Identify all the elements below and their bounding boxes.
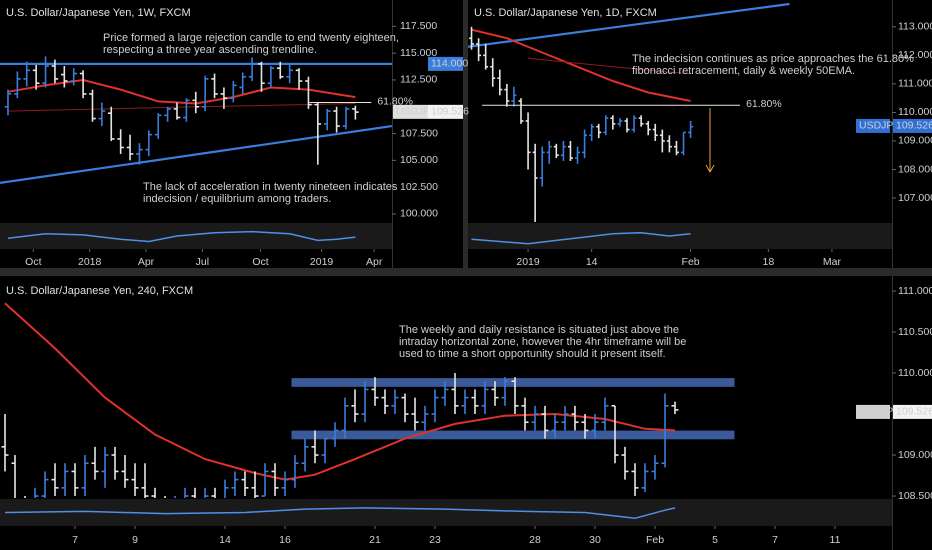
annotation: Price formed a large rejection candle to… <box>103 32 399 44</box>
annotation: respecting a three year ascending trendl… <box>103 44 317 56</box>
annotation: The weekly and daily resistance is situa… <box>399 324 679 336</box>
y-tick-label: 113.000 <box>898 21 932 33</box>
x-tick-label: 28 <box>529 534 541 546</box>
ema-line <box>528 57 691 75</box>
y-tick-label: 108.500 <box>898 490 932 502</box>
x-tick-label: 11 <box>830 534 841 546</box>
y-tick-label: 102.500 <box>400 181 438 193</box>
price-pane <box>1 302 735 498</box>
y-tick-label: 109.000 <box>898 449 932 461</box>
ema-line <box>471 28 691 102</box>
x-tick-label: Apr <box>366 256 383 268</box>
y-tick-label: 107.500 <box>400 127 438 139</box>
x-tick-label: 2018 <box>78 256 102 268</box>
ema-line <box>4 302 676 481</box>
chart-title: U.S. Dollar/Japanese Yen, 1W, FXCM <box>6 7 191 19</box>
x-tick-label: 7 <box>772 534 778 546</box>
x-tick-label: 16 <box>279 534 291 546</box>
x-tick-label: 23 <box>429 534 441 546</box>
x-tick-label: 7 <box>72 534 78 546</box>
oscillator-pane <box>0 223 392 249</box>
panel-divider <box>463 0 468 270</box>
x-tick-label: 14 <box>219 534 231 546</box>
y-tick-label: 111.000 <box>898 78 932 90</box>
zone <box>291 430 735 440</box>
x-tick-label: 21 <box>369 534 381 546</box>
axis-price-box <box>428 56 463 71</box>
annotation: The lack of acceleration in twenty ninet… <box>143 181 398 193</box>
oscillator-line <box>471 231 691 245</box>
y-tick-label: 110.000 <box>898 367 932 379</box>
x-tick-label: Oct <box>252 256 268 268</box>
y-tick-label: 117.500 <box>400 20 437 32</box>
trendline <box>0 124 392 184</box>
y-tick-label: 115.000 <box>400 47 437 59</box>
x-tick-label: 9 <box>132 534 138 546</box>
last-price-box <box>893 404 932 419</box>
last-price-box <box>893 118 932 133</box>
x-tick-label: 18 <box>762 256 774 268</box>
x-tick-label: Apr <box>138 256 155 268</box>
fib-label: 61.80% <box>746 98 782 110</box>
last-price-label: 109.526 <box>896 406 932 418</box>
y-tick-label: 112.000 <box>898 49 932 61</box>
x-tick-label: Mar <box>823 256 842 268</box>
y-tick-label: 109.000 <box>898 135 932 147</box>
fib-label: 61.80% <box>377 95 413 107</box>
arrow-head <box>705 164 715 174</box>
annotation: used to time a short opportunity should … <box>399 348 666 360</box>
annotation: The indecision continues as price approa… <box>632 53 914 65</box>
oscillator-line <box>7 230 356 243</box>
chart-title: U.S. Dollar/Japanese Yen, 1D, FXCM <box>474 7 657 19</box>
oscillator-pane <box>468 223 892 249</box>
symbol-label: USDJPY <box>859 406 900 418</box>
panel-divider <box>0 268 932 276</box>
symbol-box <box>856 118 890 133</box>
last-price-box <box>428 104 463 119</box>
symbol-box <box>393 104 428 119</box>
x-tick-label: 2019 <box>516 256 540 268</box>
y-tick-label: 100.000 <box>400 208 438 220</box>
y-tick-label: 105.000 <box>400 154 438 166</box>
x-tick-label: 14 <box>586 256 598 268</box>
symbol-box <box>856 404 890 419</box>
zone <box>291 378 735 387</box>
x-tick-label: 5 <box>712 534 718 546</box>
price-pane <box>0 56 392 184</box>
x-tick-label: Jul <box>196 256 209 268</box>
symbol-label: USDJPY <box>859 120 900 132</box>
last-price-label: 109.526 <box>431 106 469 118</box>
axis-price-label: 114.000 <box>431 58 468 70</box>
x-tick-label: Oct <box>25 256 41 268</box>
y-tick-label: 112.500 <box>400 74 437 86</box>
x-tick-label: 30 <box>589 534 601 546</box>
chart-title: U.S. Dollar/Japanese Yen, 240, FXCM <box>6 285 193 297</box>
y-tick-label: 107.000 <box>898 192 932 204</box>
y-tick-label: 110.000 <box>898 106 932 118</box>
last-price-label: 109.526 <box>896 120 932 132</box>
x-tick-label: Feb <box>682 256 700 268</box>
price-pane <box>468 2 790 222</box>
trendline <box>468 2 790 48</box>
y-tick-label: 111.000 <box>898 285 932 297</box>
oscillator-line <box>4 507 676 520</box>
symbol-label: USDJPY <box>396 106 437 118</box>
x-tick-label: 2019 <box>310 256 334 268</box>
annotation: intraday horizontal zone, however the 4h… <box>399 336 686 348</box>
y-tick-label: 108.000 <box>898 163 932 175</box>
y-tick-label: 110.500 <box>898 326 932 338</box>
annotation: fibonacci retracement, daily & weekly 50… <box>632 65 855 77</box>
annotation: indecision / equilibrium among traders. <box>143 193 331 205</box>
x-tick-label: Feb <box>646 534 664 546</box>
